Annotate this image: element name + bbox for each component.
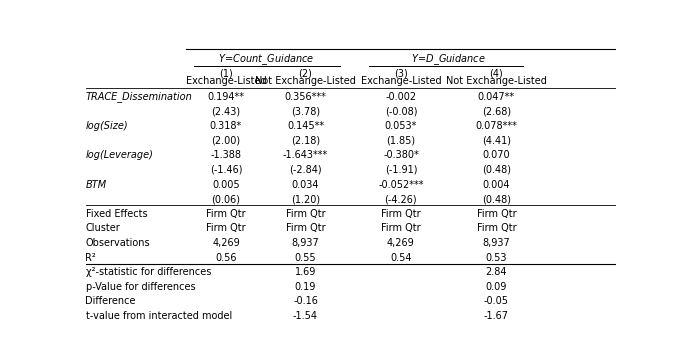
Text: 8,937: 8,937 [291, 238, 319, 248]
Text: Observations: Observations [86, 238, 150, 248]
Text: (2.68): (2.68) [482, 107, 511, 117]
Text: (2.18): (2.18) [291, 136, 320, 146]
Text: log(Leverage): log(Leverage) [86, 150, 153, 160]
Text: (2): (2) [298, 68, 313, 78]
Text: Cluster: Cluster [86, 223, 120, 233]
Text: (3.78): (3.78) [291, 107, 320, 117]
Text: t-value from interacted model: t-value from interacted model [86, 311, 232, 321]
Text: Firm Qtr: Firm Qtr [477, 209, 516, 219]
Text: 0.19: 0.19 [295, 282, 316, 292]
Text: Firm Qtr: Firm Qtr [286, 223, 326, 233]
Text: Firm Qtr: Firm Qtr [381, 209, 421, 219]
Text: 0.004: 0.004 [483, 180, 510, 190]
Text: (4.41): (4.41) [482, 136, 511, 146]
Text: -0.16: -0.16 [293, 296, 318, 306]
Text: Fixed Effects: Fixed Effects [86, 209, 147, 219]
Text: 0.034: 0.034 [292, 180, 319, 190]
Text: TRACE_Dissemination: TRACE_Dissemination [86, 92, 192, 102]
Text: 0.145**: 0.145** [287, 121, 324, 131]
Text: p-Value for differences: p-Value for differences [86, 282, 195, 292]
Text: (-4.26): (-4.26) [384, 194, 417, 204]
Text: 4,269: 4,269 [387, 238, 415, 248]
Text: 0.005: 0.005 [212, 180, 240, 190]
Text: (2.43): (2.43) [211, 107, 241, 117]
Text: -0.380*: -0.380* [383, 150, 419, 160]
Text: -1.67: -1.67 [484, 311, 509, 321]
Text: $Y\!=\!Count\_Guidance$: $Y\!=\!Count\_Guidance$ [218, 52, 314, 67]
Text: (3): (3) [394, 68, 408, 78]
Text: (0.48): (0.48) [482, 194, 511, 204]
Text: 0.053*: 0.053* [384, 121, 417, 131]
Text: 0.55: 0.55 [295, 252, 316, 263]
Text: 2.84: 2.84 [486, 267, 507, 277]
Text: Firm Qtr: Firm Qtr [206, 209, 246, 219]
Text: 4,269: 4,269 [212, 238, 240, 248]
Text: 0.09: 0.09 [486, 282, 507, 292]
Text: Not Exchange-Listed: Not Exchange-Listed [255, 76, 356, 86]
Text: -0.002: -0.002 [385, 92, 417, 102]
Text: Firm Qtr: Firm Qtr [286, 209, 326, 219]
Text: Firm Qtr: Firm Qtr [477, 223, 516, 233]
Text: Firm Qtr: Firm Qtr [381, 223, 421, 233]
Text: (-2.84): (-2.84) [289, 165, 321, 175]
Text: -1.643***: -1.643*** [283, 150, 328, 160]
Text: (4): (4) [490, 68, 503, 78]
Text: log(Size): log(Size) [86, 121, 128, 131]
Text: 0.318*: 0.318* [210, 121, 242, 131]
Text: 0.078***: 0.078*** [475, 121, 517, 131]
Text: (1): (1) [219, 68, 233, 78]
Text: -0.05: -0.05 [484, 296, 509, 306]
Text: (-0.08): (-0.08) [384, 107, 417, 117]
Text: $Y\!=\!D\_Guidance$: $Y\!=\!D\_Guidance$ [411, 52, 486, 67]
Text: R²: R² [86, 252, 96, 263]
Text: 0.356***: 0.356*** [285, 92, 326, 102]
Text: -1.54: -1.54 [293, 311, 318, 321]
Text: 0.54: 0.54 [390, 252, 412, 263]
Text: 0.194**: 0.194** [207, 92, 244, 102]
Text: 0.070: 0.070 [482, 150, 510, 160]
Text: χ²-statistic for differences: χ²-statistic for differences [86, 267, 211, 277]
Text: 1.69: 1.69 [295, 267, 316, 277]
Text: (0.06): (0.06) [211, 194, 241, 204]
Text: Not Exchange-Listed: Not Exchange-Listed [446, 76, 547, 86]
Text: 0.047**: 0.047** [477, 92, 515, 102]
Text: Firm Qtr: Firm Qtr [206, 223, 246, 233]
Text: (2.00): (2.00) [211, 136, 241, 146]
Text: 0.53: 0.53 [486, 252, 507, 263]
Text: -1.388: -1.388 [211, 150, 241, 160]
Text: Exchange-Listed: Exchange-Listed [185, 76, 266, 86]
Text: Exchange-Listed: Exchange-Listed [360, 76, 441, 86]
Text: BTM: BTM [86, 180, 107, 190]
Text: -0.052***: -0.052*** [378, 180, 423, 190]
Text: (1.85): (1.85) [386, 136, 415, 146]
Text: Difference: Difference [86, 296, 136, 306]
Text: 0.56: 0.56 [215, 252, 237, 263]
Text: 8,937: 8,937 [482, 238, 510, 248]
Text: (-1.46): (-1.46) [210, 165, 242, 175]
Text: (0.48): (0.48) [482, 165, 511, 175]
Text: (-1.91): (-1.91) [384, 165, 417, 175]
Text: (1.20): (1.20) [291, 194, 320, 204]
